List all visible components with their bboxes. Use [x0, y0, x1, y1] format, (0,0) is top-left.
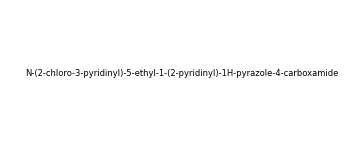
Text: N-(2-chloro-3-pyridinyl)-5-ethyl-1-(2-pyridinyl)-1H-pyrazole-4-carboxamide: N-(2-chloro-3-pyridinyl)-5-ethyl-1-(2-py… — [25, 68, 339, 78]
